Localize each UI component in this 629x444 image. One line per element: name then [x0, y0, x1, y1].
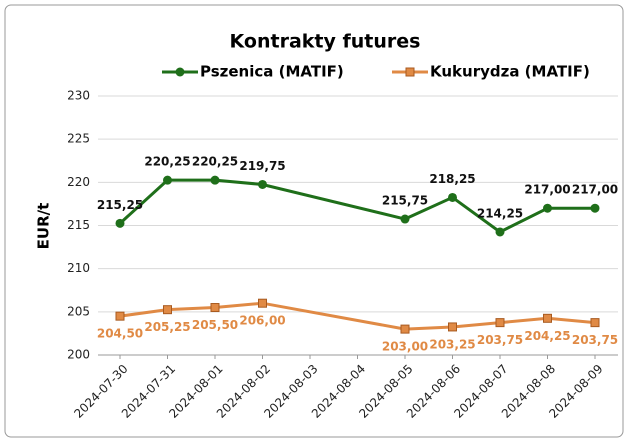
data-label: 219,75 [239, 159, 285, 173]
data-label: 203,00 [382, 340, 428, 354]
data-label: 204,25 [524, 329, 570, 343]
legend-marker [175, 67, 185, 77]
data-label: 203,75 [477, 333, 523, 347]
legend-label: Kukurydza (MATIF) [430, 63, 590, 81]
chart-title: Kontrakty futures [230, 31, 421, 53]
marker [495, 227, 505, 237]
data-label: 220,25 [192, 155, 238, 169]
data-label: 203,25 [429, 337, 475, 351]
marker [400, 214, 410, 224]
chart-frame [4, 4, 624, 438]
data-label: 205,50 [192, 318, 238, 332]
legend-marker [405, 67, 415, 77]
marker [163, 175, 172, 185]
marker [495, 318, 505, 328]
data-label: 215,25 [97, 198, 143, 212]
data-label: 215,75 [382, 194, 428, 208]
y-tick-label: 225 [67, 132, 90, 146]
y-tick-label: 220 [67, 175, 90, 189]
y-tick-label: 200 [67, 348, 90, 362]
data-label: 214,25 [477, 206, 523, 220]
data-label: 217,00 [524, 183, 570, 197]
y-tick-label: 230 [67, 89, 90, 103]
data-label: 218,25 [429, 172, 475, 186]
marker [543, 203, 552, 213]
data-label: 204,50 [97, 327, 143, 341]
marker [590, 203, 600, 213]
data-label: 205,25 [144, 320, 190, 334]
marker [400, 324, 410, 334]
y-tick-label: 210 [67, 261, 90, 275]
marker [115, 311, 125, 321]
marker [258, 298, 267, 308]
marker [163, 305, 172, 315]
marker [590, 318, 600, 328]
y-axis-label: EUR/t [35, 203, 53, 250]
y-tick-label: 205 [67, 304, 90, 318]
marker [448, 192, 457, 202]
data-label: 220,25 [144, 155, 190, 169]
marker [258, 179, 267, 189]
data-label: 217,00 [572, 183, 618, 197]
marker [448, 322, 457, 332]
y-tick-label: 215 [67, 218, 90, 232]
marker [210, 175, 220, 185]
marker [543, 313, 552, 323]
legend-label: Pszenica (MATIF) [200, 63, 344, 81]
data-label: 203,75 [572, 333, 618, 347]
marker [210, 303, 220, 313]
data-label: 206,00 [239, 314, 285, 328]
marker [115, 218, 125, 228]
